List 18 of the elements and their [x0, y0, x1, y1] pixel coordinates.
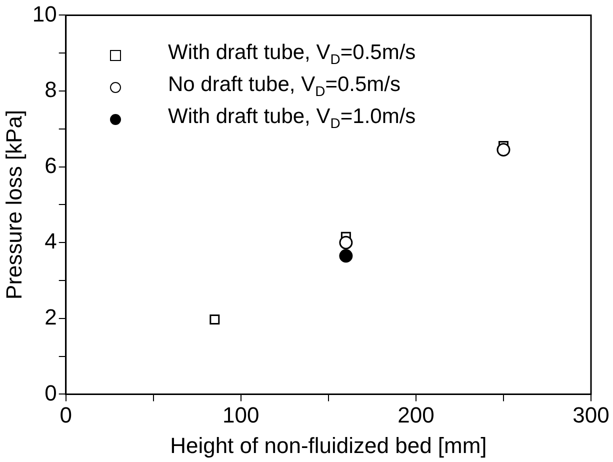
legend-label: With draft tube, V$_{D}$=1.0m/s: [168, 104, 416, 134]
y-tick-label: 2: [44, 304, 57, 330]
legend-label: With draft tube, V$_{D}$=0.5m/s: [168, 40, 416, 70]
x-tick-label: 300: [572, 402, 610, 428]
legend-label: No draft tube, V$_{D}$=0.5m/s: [168, 72, 401, 102]
point: [339, 236, 353, 250]
point: [496, 142, 510, 156]
y-axis-title: Pressure loss [kPa]: [1, 110, 26, 300]
y-tick-label: 10: [32, 1, 57, 26]
x-axis-title: Height of non-fluidized bed [mm]: [170, 432, 487, 458]
point: [210, 314, 220, 325]
y-tick-label: 6: [44, 152, 57, 178]
x-tick-label: 200: [398, 402, 434, 428]
y-tick-label: 0: [44, 380, 57, 406]
y-tick-label: 4: [44, 228, 57, 254]
y-tick-label: 8: [44, 77, 57, 102]
point: [339, 249, 353, 263]
x-tick-label: 100: [222, 402, 260, 428]
